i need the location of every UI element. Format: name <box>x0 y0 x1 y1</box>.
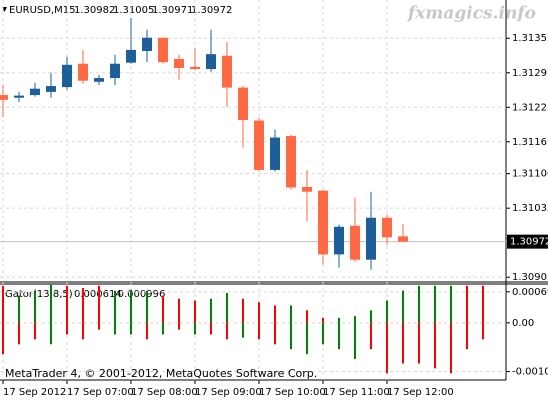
y-tick-label: 0.000695 <box>512 287 548 298</box>
candle-body <box>174 58 184 68</box>
watermark: fxmagics.info <box>407 4 536 24</box>
candle-body <box>302 186 312 192</box>
y-tick-label: 0.00 <box>512 318 534 329</box>
candle-body <box>382 217 392 238</box>
footer: MetaTrader 4, © 2001-2012, MetaQuotes So… <box>5 367 317 380</box>
y-tick-label: 1.31100 <box>512 169 548 180</box>
candle-body <box>238 87 248 121</box>
candle-body <box>206 54 216 70</box>
candle-body <box>222 55 232 88</box>
candle-body <box>14 95 24 98</box>
indicator-value: -0.000996 <box>114 289 165 300</box>
candle-body <box>158 37 168 63</box>
candle-body <box>94 78 104 82</box>
x-tick-label: 17 Sep 08:00 <box>131 387 198 398</box>
y-tick-label: 1.31035 <box>512 203 548 214</box>
x-tick-label: 17 Sep 07:00 <box>67 387 134 398</box>
candle-body <box>254 120 264 170</box>
candle-body <box>30 88 40 96</box>
candle-body <box>398 236 408 242</box>
y-tick-label: 1.31355 <box>512 33 548 44</box>
x-tick-label: 17 Sep 11:00 <box>323 387 390 398</box>
y-tick-label: 1.3129 <box>512 68 547 79</box>
candle-body <box>62 64 72 88</box>
header-high: 1.31005 <box>113 5 154 16</box>
x-tick-label: 17 Sep 12:00 <box>387 387 454 398</box>
candle-body <box>78 63 88 81</box>
candle-body <box>334 226 344 255</box>
candle-body <box>46 86 56 92</box>
indicator-title: Gator(13,8,5) <box>5 289 73 300</box>
x-tick-label: 17 Sep 09:00 <box>195 387 262 398</box>
chart-title: EURUSD,M15 <box>9 5 75 16</box>
x-tick-label: 17 Sep 2012 <box>3 387 66 398</box>
candle-body <box>270 137 280 170</box>
candle-body <box>142 37 152 51</box>
header-low: 1.30971 <box>152 5 193 16</box>
candle-body <box>126 49 136 63</box>
candle-body <box>286 135 296 188</box>
candle-body <box>110 63 120 79</box>
candle-body <box>318 190 328 255</box>
x-tick-label: 17 Sep 10:00 <box>259 387 326 398</box>
header-close: 1.30972 <box>191 5 232 16</box>
y-tick-label: 1.3116 <box>512 137 547 148</box>
y-tick-label: 1.30905 <box>512 272 548 283</box>
candle-body <box>366 217 376 260</box>
current-price-label: 1.30972 <box>510 237 548 248</box>
candle-body <box>0 95 8 100</box>
candle-body <box>350 225 360 260</box>
candle-body <box>190 66 200 70</box>
header-open: 1.30982 <box>74 5 115 16</box>
current-price-box <box>507 234 548 249</box>
indicator-value: 0.000614 <box>74 289 122 300</box>
y-tick-label: 1.31225 <box>512 102 548 113</box>
y-tick-label: -0.00109 <box>512 367 548 378</box>
